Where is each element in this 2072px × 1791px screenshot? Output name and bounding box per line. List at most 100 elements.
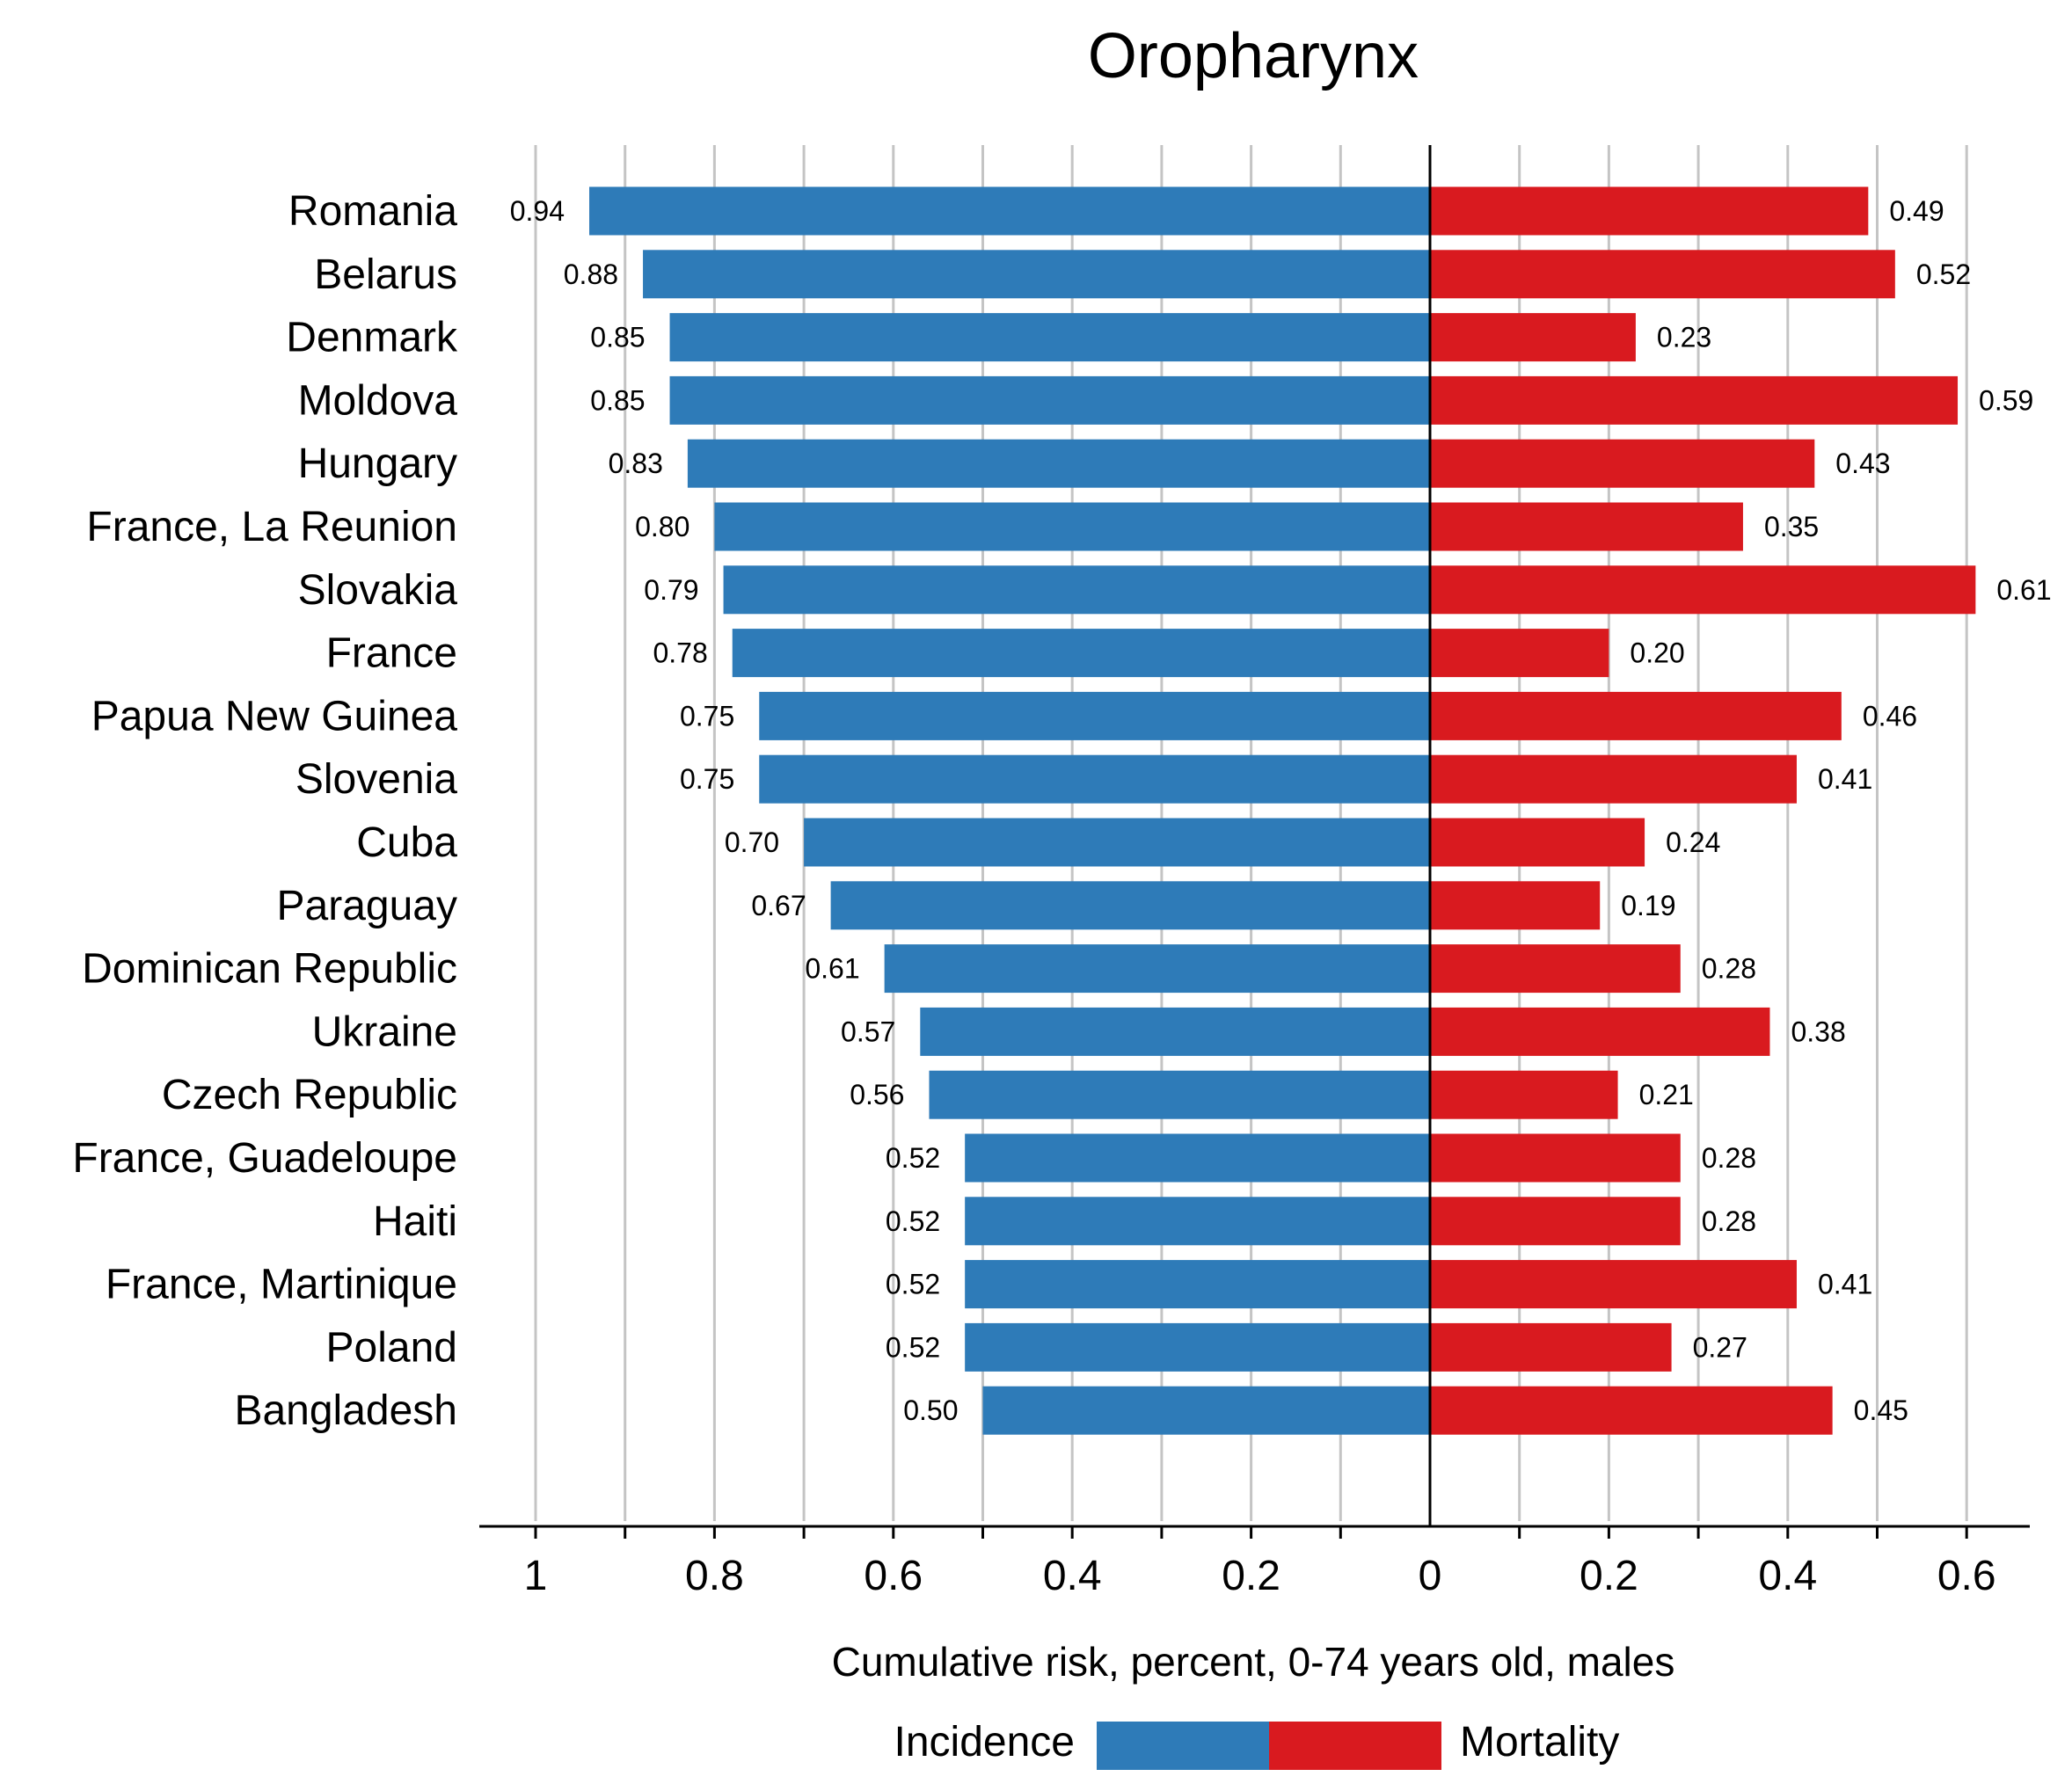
- incidence-bar: [687, 439, 1430, 488]
- mortality-bar: [1430, 439, 1815, 488]
- incidence-value-label: 0.75: [680, 763, 734, 795]
- mortality-value-label: 0.49: [1889, 195, 1944, 227]
- category-label: Belarus: [314, 251, 457, 298]
- chart-title: Oropharynx: [1088, 21, 1419, 91]
- mortality-value-label: 0.41: [1818, 1269, 1872, 1300]
- mortality-bar: [1430, 186, 1869, 236]
- category-label: Moldova: [298, 377, 458, 424]
- incidence-bar: [669, 313, 1430, 362]
- incidence-bar: [759, 754, 1430, 804]
- category-label: France, Martinique: [106, 1262, 457, 1308]
- x-tick-label: 0: [1419, 1553, 1442, 1599]
- incidence-bar: [804, 818, 1430, 867]
- incidence-value-label: 0.52: [886, 1331, 940, 1363]
- incidence-value-label: 0.52: [886, 1142, 940, 1174]
- legend-mortality-label: Mortality: [1460, 1719, 1619, 1766]
- mortality-bar: [1430, 502, 1743, 551]
- mortality-bar: [1430, 313, 1636, 362]
- mortality-bar: [1430, 565, 1976, 615]
- incidence-bar: [759, 691, 1430, 740]
- mortality-value-label: 0.21: [1639, 1079, 1694, 1110]
- x-tick-label: 0.2: [1222, 1553, 1280, 1599]
- category-label: France, La Reunion: [86, 504, 457, 550]
- mortality-value-label: 0.23: [1657, 322, 1711, 353]
- mortality-bar: [1430, 1322, 1672, 1372]
- category-label: Paraguay: [277, 883, 457, 929]
- legend-mortality-swatch: [1269, 1722, 1441, 1770]
- mortality-bar: [1430, 881, 1601, 930]
- mortality-bar: [1430, 1260, 1797, 1309]
- incidence-bar: [589, 186, 1430, 236]
- incidence-bar: [965, 1197, 1430, 1246]
- mortality-value-label: 0.35: [1764, 511, 1819, 542]
- x-ticks: 1 0.8 0.6 0.4 0.2 0 0.2 0.4 0.6: [524, 1526, 1996, 1599]
- incidence-bar: [669, 375, 1430, 425]
- x-tick-label: 0.2: [1580, 1553, 1638, 1599]
- mortality-value-label: 0.38: [1791, 1016, 1845, 1047]
- mortality-bar: [1430, 818, 1645, 867]
- category-label: France: [326, 630, 457, 677]
- incidence-value-label: 0.94: [510, 195, 565, 227]
- mortality-value-label: 0.59: [1979, 384, 2033, 416]
- category-label: Denmark: [286, 315, 458, 361]
- mortality-value-label: 0.28: [1702, 1205, 1756, 1237]
- category-label: Slovakia: [298, 567, 458, 614]
- incidence-value-label: 0.85: [590, 384, 645, 416]
- x-tick-label: 0.6: [864, 1553, 923, 1599]
- mortality-value-label: 0.28: [1702, 953, 1756, 985]
- category-label: Papua New Guinea: [91, 693, 458, 739]
- x-tick-label: 0.6: [1937, 1553, 1996, 1599]
- x-tick-label: 1: [524, 1553, 548, 1599]
- mortality-bar: [1430, 944, 1681, 994]
- mortality-bar: [1430, 754, 1797, 804]
- mortality-bar: [1430, 1197, 1681, 1246]
- mortality-value-label: 0.46: [1863, 700, 1917, 732]
- incidence-value-label: 0.79: [644, 574, 698, 606]
- incidence-value-label: 0.78: [653, 637, 707, 669]
- incidence-value-label: 0.56: [850, 1079, 904, 1110]
- incidence-value-label: 0.52: [886, 1269, 940, 1300]
- category-label: Dominican Republic: [82, 946, 457, 993]
- value-labels: 0.94 0.49 0.88 0.52 0.85 0.23 0.85 0.59 0.83 0.43…: [510, 195, 2052, 1426]
- mortality-bar: [1430, 1386, 1833, 1435]
- incidence-bar: [884, 944, 1430, 994]
- mortality-bar: [1430, 629, 1609, 678]
- incidence-value-label: 0.57: [841, 1016, 895, 1047]
- incidence-bar: [965, 1133, 1430, 1183]
- incidence-value-label: 0.50: [903, 1394, 958, 1426]
- mortality-bar: [1430, 1133, 1681, 1183]
- incidence-value-label: 0.85: [590, 322, 645, 353]
- incidence-value-label: 0.80: [635, 511, 689, 542]
- mortality-bar: [1430, 1070, 1618, 1119]
- incidence-value-label: 0.88: [564, 258, 618, 290]
- mortality-value-label: 0.28: [1702, 1142, 1756, 1174]
- mortality-value-label: 0.24: [1666, 826, 1720, 858]
- incidence-bar: [929, 1070, 1430, 1119]
- mortality-value-label: 0.27: [1693, 1331, 1747, 1363]
- incidence-value-label: 0.52: [886, 1205, 940, 1237]
- mortality-value-label: 0.41: [1818, 763, 1872, 795]
- category-label: Slovenia: [295, 756, 457, 803]
- category-label: Czech Republic: [162, 1072, 457, 1118]
- category-labels: Romania Belarus Denmark Moldova Hungary Franc…: [72, 188, 458, 1434]
- x-tick-label: 0.4: [1758, 1553, 1817, 1599]
- incidence-value-label: 0.61: [805, 953, 859, 985]
- bars: [589, 186, 1976, 1435]
- x-tick-label: 0.8: [685, 1553, 744, 1599]
- category-label: France, Guadeloupe: [72, 1135, 457, 1182]
- legend: Incidence Mortality: [894, 1719, 1619, 1770]
- mortality-bar: [1430, 375, 1959, 425]
- category-label: Romania: [288, 188, 457, 235]
- incidence-bar: [714, 502, 1430, 551]
- mortality-bar: [1430, 1007, 1770, 1056]
- mortality-value-label: 0.52: [1916, 258, 1971, 290]
- category-label: Poland: [326, 1324, 457, 1371]
- x-tick-label: 0.4: [1043, 1553, 1102, 1599]
- category-label: Ukraine: [312, 1008, 457, 1055]
- incidence-bar: [920, 1007, 1430, 1056]
- incidence-bar: [643, 250, 1430, 299]
- category-label: Cuba: [356, 819, 457, 866]
- incidence-value-label: 0.83: [609, 448, 663, 479]
- mortality-value-label: 0.19: [1621, 890, 1675, 921]
